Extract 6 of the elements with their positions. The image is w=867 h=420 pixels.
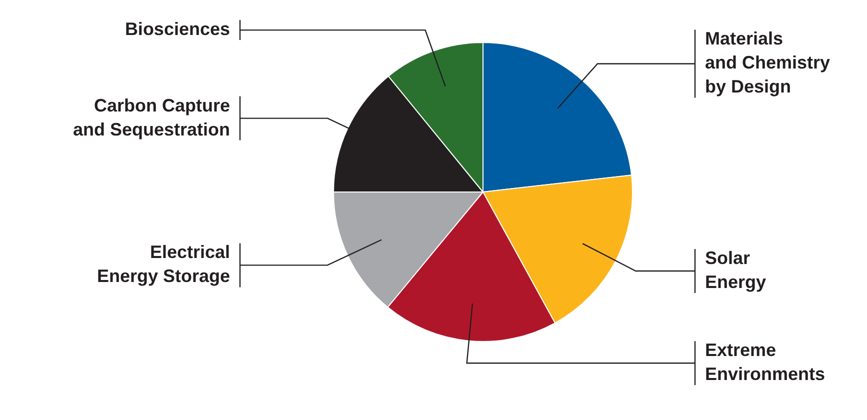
slice-label: Solar Energy [705,248,766,292]
slice-label: Electrical Energy Storage [96,242,230,286]
slice-label: Extreme Environments [705,340,826,384]
slice-label: Carbon Capture and Sequestration [72,95,230,140]
slice-label: Materials and Chemistry by Design [705,28,830,97]
slice-label: Biosciences [124,19,230,40]
